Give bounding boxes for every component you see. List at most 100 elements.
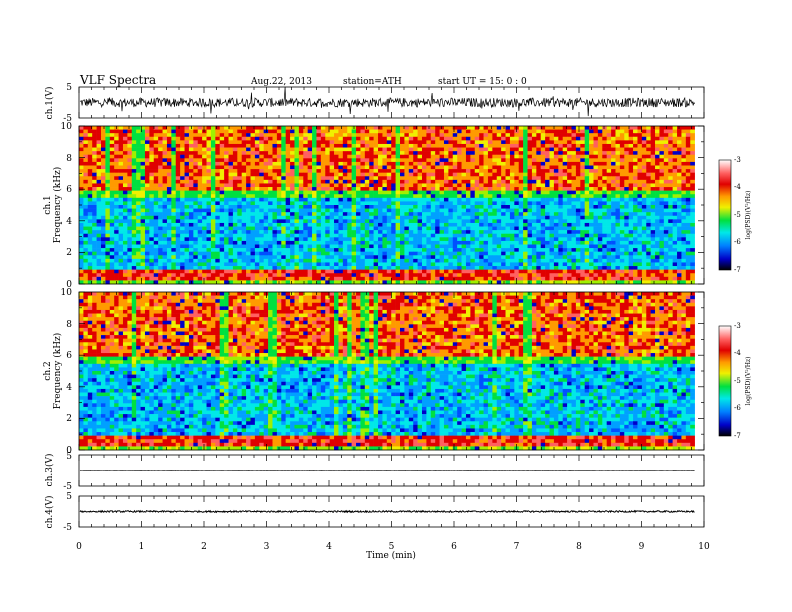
spec1-cell [685,154,691,159]
spec1-cell [294,133,300,138]
spec1-cell [391,126,396,130]
spec1-cell [430,201,436,206]
spec1-cell [263,237,269,242]
spec1-cell [166,194,172,199]
spec1-cell [509,212,515,217]
spec1-cell [386,143,392,148]
spec1-cell [241,215,247,220]
spec1-cell [575,208,581,213]
spec1-cell [320,215,326,220]
spec1-cell [312,226,317,231]
spec1-cell [646,169,651,173]
spec1-cell [496,219,502,224]
spec1-cell [553,233,559,238]
spec1-cell [162,237,168,242]
spec1-cell [338,248,344,252]
spec1-cell [228,251,234,256]
spec1-cell [386,212,392,217]
spec1-cell [672,176,678,181]
spec1-cell [224,212,229,217]
spec1-cell [276,226,282,231]
spec1-cell [549,151,555,156]
spec1-cell [347,197,352,202]
spec1-cell [509,240,515,245]
spec1-cell [109,244,115,249]
spec1-cell [567,147,572,152]
spec1-cell [633,183,638,188]
spec1-cell [505,219,511,224]
spec1-cell [140,201,146,206]
spec1-cell [606,126,612,130]
spec1-cell [637,136,643,141]
spec1-cell [509,215,515,220]
spec1-cell [659,126,665,130]
spec1-cell [514,179,520,184]
spec1-cell [79,179,84,184]
spec1-cell [580,197,585,202]
spec1-cell [690,240,695,245]
spec1-cell [136,129,141,134]
spec1-cell [228,215,234,220]
spec1-cell [166,248,172,252]
spec1-cell [241,212,247,217]
spec1-cell [312,126,317,130]
spec1-cell [105,251,111,256]
spec1-cell [184,215,190,220]
spec1-cell [474,226,480,231]
spec1-cell [127,129,133,134]
spec1-cell [276,212,282,217]
spec1-cell [531,233,537,238]
spec1-cell [136,172,141,177]
spec1-cell [342,197,348,202]
spec1-cell [263,126,269,130]
spec1-cell [531,219,537,224]
spec1-cell [404,147,410,152]
spec1-cell [501,176,506,181]
spec1-cell [527,161,533,166]
spec1-cell [685,126,691,130]
spec1-cell [338,205,344,209]
spec1-cell [96,154,102,159]
spec1-cell [659,197,665,202]
spec1-cell [545,183,550,188]
spec1-cell [162,136,168,141]
spec1-cell [127,169,133,173]
spec1-cell [224,183,229,188]
spec1-cell [619,222,625,227]
spec1-cell [505,179,511,184]
spec1-cell [250,169,256,173]
spec1-cell [602,197,607,202]
spec1-cell [685,237,691,242]
spec1-cell [325,230,330,235]
spec1-cell [474,205,480,209]
spec1-cell [386,240,392,245]
spec1-cell [285,197,291,202]
spec1-cell [79,248,84,252]
spec1-cell [96,215,102,220]
spec1-cell [298,190,304,195]
spec1-cell [677,143,682,148]
spec1-cell [158,147,163,152]
spec1-cell [430,219,436,224]
spec1-cell [593,158,599,163]
spec1-cell [655,165,660,170]
spec1-cell [92,197,97,202]
spec1-cell [668,129,673,134]
spec1-cell [677,230,682,235]
spec1-cell [329,251,335,256]
spec1-cell [180,140,185,145]
spec1-cell [298,248,304,252]
spec1-cell [105,237,111,242]
spec1-cell [496,226,502,231]
spec1-cell [487,129,493,134]
spec1-cell [303,151,308,156]
spec1-cell [118,187,124,191]
spec1-cell [558,126,564,130]
spec1-cell [166,230,172,235]
spec1-cell [575,230,581,235]
spec1-cell [153,151,159,156]
spec1-cell [487,187,493,191]
spec1-cell [681,197,687,202]
spec1-cell [290,165,295,170]
spec1-cell [646,126,651,130]
